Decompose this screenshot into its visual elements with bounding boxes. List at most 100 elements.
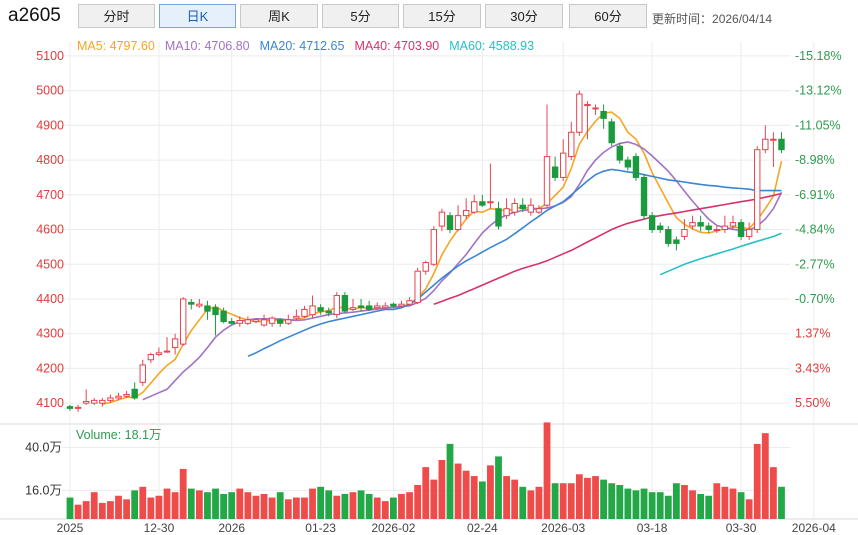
candle-body bbox=[171, 338, 179, 349]
volume-bar bbox=[487, 465, 494, 519]
volume-bar bbox=[260, 493, 268, 519]
candle-body bbox=[260, 319, 268, 326]
candle bbox=[123, 391, 130, 398]
candle-body bbox=[268, 317, 276, 324]
candle bbox=[365, 300, 373, 312]
candle bbox=[204, 300, 211, 320]
candle bbox=[665, 226, 672, 247]
candle bbox=[82, 389, 90, 405]
candlesticks bbox=[66, 90, 785, 412]
percent-axis-labels: 5.50% 3.43% 1.37% -0.70% -2.77% -4.84% -6.91% -… bbox=[795, 49, 842, 410]
candle bbox=[74, 404, 82, 412]
candle-body bbox=[559, 152, 567, 178]
candle-body bbox=[551, 166, 559, 178]
period-button-weekly[interactable]: 周K bbox=[240, 4, 318, 28]
period-button-30min[interactable]: 30分 bbox=[485, 4, 563, 28]
period-button-intraday[interactable]: 分时 bbox=[78, 4, 155, 28]
candle-body bbox=[317, 307, 324, 312]
volume-bar bbox=[204, 492, 211, 519]
ma10-line bbox=[142, 141, 783, 401]
date-tick-label: 12-30 bbox=[144, 521, 175, 535]
candle-body bbox=[66, 406, 74, 409]
volume-bar bbox=[430, 479, 438, 519]
period-button-15min[interactable]: 15分 bbox=[403, 4, 481, 28]
volume-bar bbox=[511, 479, 519, 519]
volume-bar bbox=[592, 476, 599, 519]
volume-bar bbox=[357, 490, 365, 519]
kline-chart[interactable]: 4100 4200 4300 4400 4500 4600 4700 4800 4900 5000… bbox=[0, 34, 858, 535]
candle-body bbox=[487, 201, 494, 204]
candle bbox=[681, 219, 688, 240]
candle-body bbox=[479, 201, 486, 206]
price-tick-label: 5000 bbox=[36, 84, 64, 98]
period-button-60min[interactable]: 60分 bbox=[569, 4, 647, 28]
price-tick-label: 4700 bbox=[36, 188, 64, 202]
candle-body bbox=[713, 229, 720, 232]
candle bbox=[438, 208, 446, 232]
volume-bar bbox=[446, 443, 454, 519]
percent-tick-label: 5.50% bbox=[795, 396, 830, 410]
volume-bar bbox=[292, 497, 300, 519]
price-tick-label: 4500 bbox=[36, 257, 64, 271]
candle bbox=[333, 292, 341, 319]
volume-bar bbox=[729, 488, 737, 519]
candle bbox=[471, 194, 478, 214]
volume-bar bbox=[713, 483, 721, 519]
candle-body bbox=[778, 138, 785, 151]
price-tick-label: 4100 bbox=[36, 396, 64, 410]
volume-bar bbox=[131, 490, 139, 519]
ma-legend-item: MA5: 4797.60 bbox=[77, 39, 155, 53]
candle bbox=[341, 292, 349, 313]
date-tick-label: 2026 bbox=[218, 521, 245, 535]
volume-legend-value: 18.1万 bbox=[125, 428, 162, 442]
ma20-line bbox=[247, 168, 782, 358]
candle-body bbox=[592, 107, 599, 110]
candle-body bbox=[228, 321, 235, 324]
candle-body bbox=[204, 305, 211, 312]
candle bbox=[551, 156, 559, 181]
candle bbox=[657, 222, 664, 233]
candle bbox=[487, 163, 494, 209]
candle bbox=[196, 298, 203, 308]
candle bbox=[293, 309, 300, 320]
candle-body bbox=[648, 215, 656, 231]
volume-bar bbox=[535, 486, 543, 519]
candle bbox=[155, 347, 163, 357]
candle-body bbox=[244, 319, 252, 324]
candle-body bbox=[576, 93, 583, 133]
date-tick-label: 02-24 bbox=[467, 521, 498, 535]
candle bbox=[131, 382, 138, 400]
volume-bar bbox=[721, 486, 729, 519]
volume-tick-label: 16.0万 bbox=[25, 483, 62, 497]
candle bbox=[99, 397, 106, 407]
volume-bar bbox=[575, 474, 583, 519]
period-button-daily[interactable]: 日K bbox=[159, 4, 236, 28]
candle bbox=[503, 198, 510, 220]
candle bbox=[277, 318, 284, 327]
percent-tick-label: -4.84% bbox=[795, 223, 835, 237]
candle bbox=[188, 298, 195, 310]
candle bbox=[576, 90, 583, 136]
price-tick-label: 4900 bbox=[36, 118, 64, 132]
ma-legend-item: MA20: 4712.65 bbox=[260, 39, 345, 53]
candle-body bbox=[640, 176, 648, 217]
volume-bar bbox=[187, 488, 195, 519]
candle bbox=[495, 201, 502, 230]
candle bbox=[163, 337, 171, 353]
candle bbox=[212, 304, 219, 336]
candle bbox=[584, 101, 591, 140]
volume-bar bbox=[220, 493, 228, 519]
volume-bar bbox=[317, 486, 325, 519]
volume-bar bbox=[753, 443, 761, 519]
candle bbox=[374, 302, 381, 310]
candle bbox=[632, 153, 640, 181]
candle bbox=[406, 297, 413, 306]
candle bbox=[139, 359, 146, 386]
period-button-5min[interactable]: 5分 bbox=[322, 4, 399, 28]
candle bbox=[770, 132, 777, 168]
candle-body bbox=[131, 388, 138, 399]
candle-body bbox=[471, 201, 478, 213]
price-tick-label: 4300 bbox=[36, 327, 64, 341]
volume-bar bbox=[74, 504, 82, 519]
candle-body bbox=[365, 305, 373, 310]
